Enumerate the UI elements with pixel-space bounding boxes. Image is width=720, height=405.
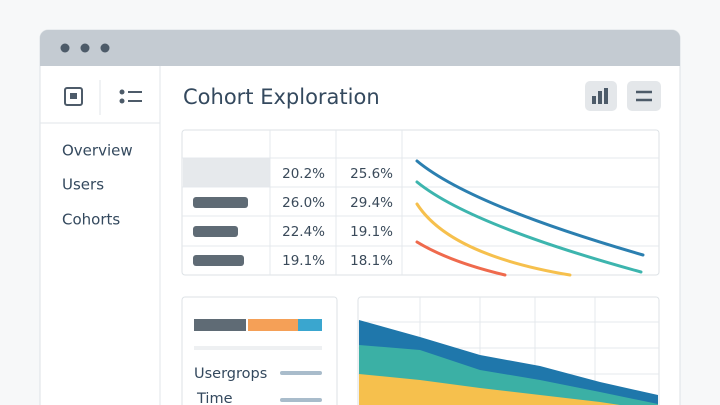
nav-item[interactable]: Overview xyxy=(62,142,133,160)
window-dot[interactable] xyxy=(60,43,70,53)
filter-label[interactable]: Usergrops xyxy=(194,366,267,382)
table-cell: 25.6% xyxy=(350,166,393,182)
row-label-placeholder xyxy=(193,226,238,237)
segment xyxy=(194,319,246,331)
table-cell: 20.2% xyxy=(282,166,325,182)
table-cell: 29.4% xyxy=(350,195,393,211)
row-label-placeholder xyxy=(193,255,244,266)
segment xyxy=(248,319,298,331)
table-cell: 26.0% xyxy=(282,195,325,211)
segment xyxy=(298,319,322,331)
table-cell: 18.1% xyxy=(350,253,393,269)
nav-item[interactable]: Users xyxy=(62,176,104,194)
stacked-areas xyxy=(359,320,658,405)
chart-button[interactable] xyxy=(585,81,617,111)
table-cell: 19.1% xyxy=(350,224,393,240)
nav-item[interactable]: Cohorts xyxy=(62,211,120,229)
table-grid xyxy=(182,130,659,275)
table-panel xyxy=(181,129,660,276)
table-cell: 19.1% xyxy=(282,253,325,269)
selected-cell xyxy=(183,158,270,187)
title-bar xyxy=(40,30,680,66)
table-cell: 22.4% xyxy=(282,224,325,240)
filter-panel xyxy=(181,296,338,405)
sidebar-icon[interactable] xyxy=(119,89,143,104)
filter-label[interactable]: Time xyxy=(196,391,233,405)
window-dot[interactable] xyxy=(100,43,110,53)
row-label-placeholder xyxy=(193,197,248,208)
page-title: Cohort Exploration xyxy=(183,85,380,109)
menu-button[interactable] xyxy=(627,81,661,111)
retention-curves xyxy=(415,159,645,277)
sidebar-icon[interactable] xyxy=(64,87,83,106)
window-dot[interactable] xyxy=(80,43,90,53)
